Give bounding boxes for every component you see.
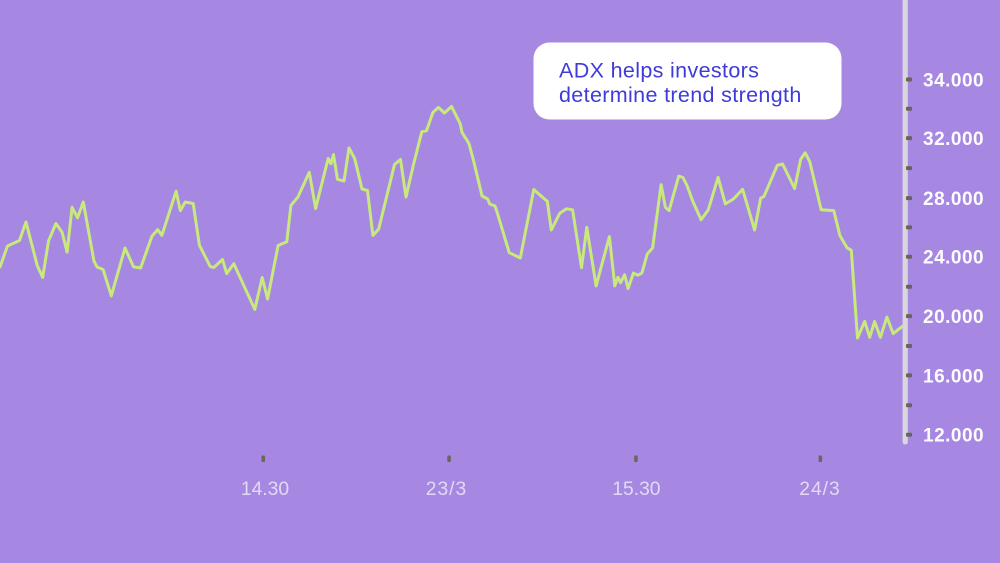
svg-text:28.000: 28.000	[923, 189, 984, 210]
svg-text:determine trend strength: determine trend strength	[559, 83, 802, 107]
svg-text:24.000: 24.000	[923, 248, 984, 269]
svg-text:23/3: 23/3	[426, 479, 468, 500]
svg-text:32.000: 32.000	[923, 129, 984, 150]
svg-text:ADX helps investors: ADX helps investors	[559, 58, 759, 82]
svg-text:34.000: 34.000	[923, 71, 984, 92]
svg-text:12.000: 12.000	[923, 426, 984, 447]
svg-text:16.000: 16.000	[923, 366, 984, 387]
svg-text:15.30: 15.30	[612, 479, 660, 500]
svg-text:24/3: 24/3	[799, 479, 841, 500]
svg-text:20.000: 20.000	[923, 307, 984, 328]
svg-text:14.30: 14.30	[241, 479, 289, 500]
